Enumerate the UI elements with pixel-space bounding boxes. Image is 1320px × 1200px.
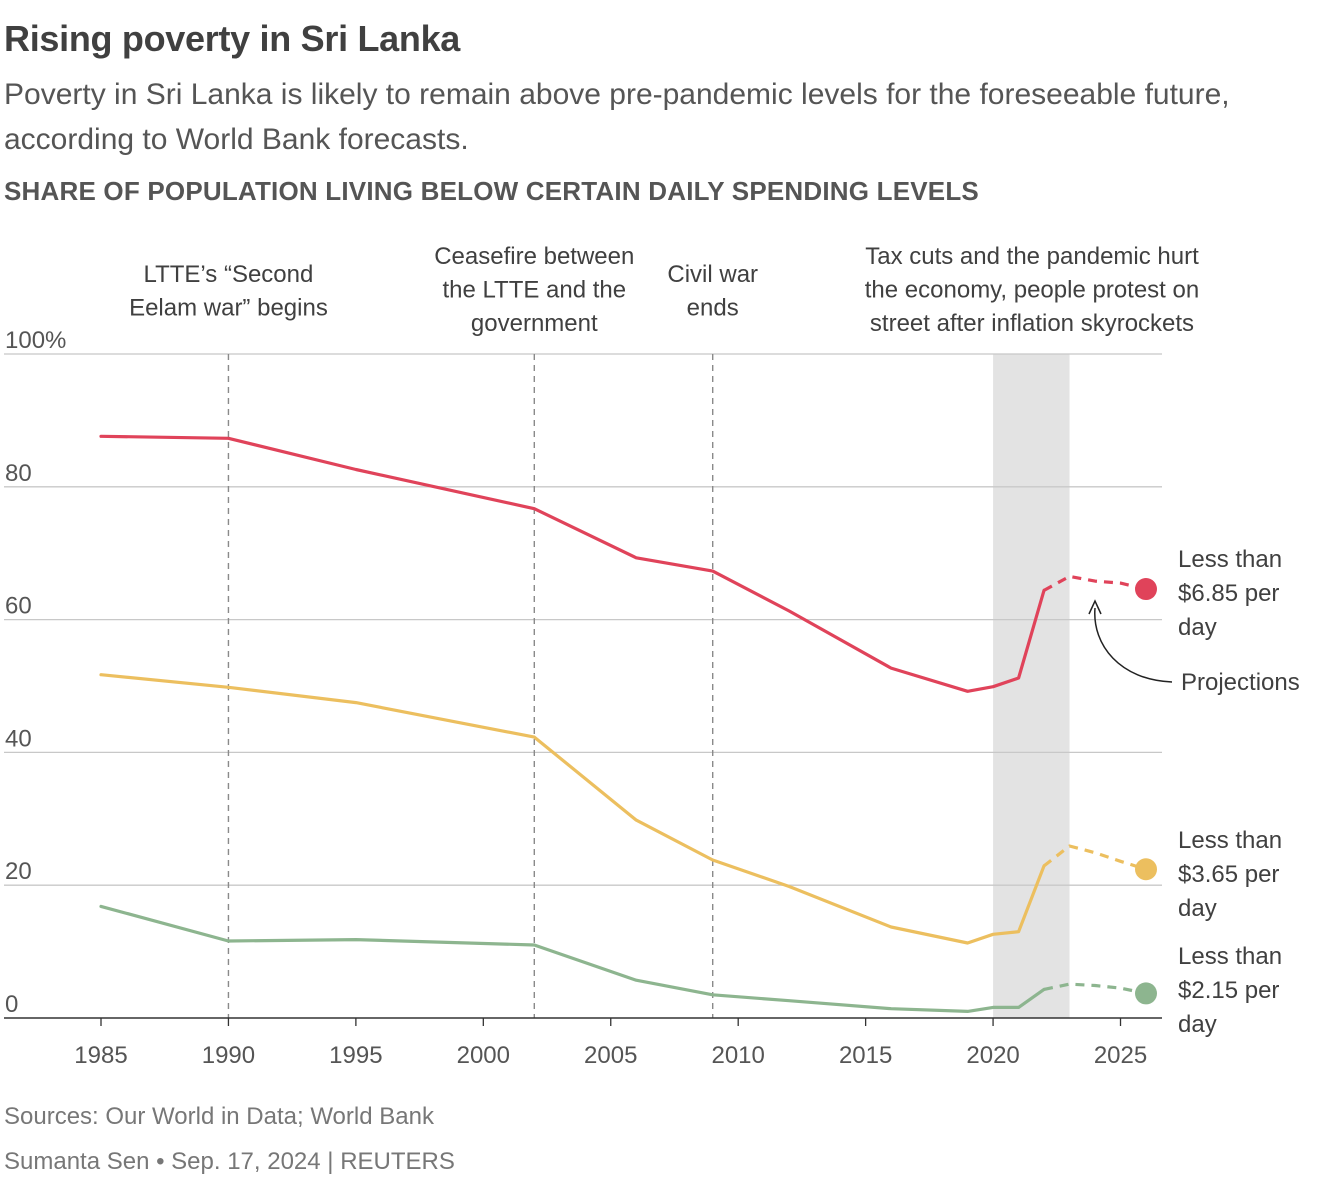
series-label: $6.85 per — [1178, 580, 1279, 607]
event-layer: LTTE’s “Second Eelam war” begins Ceasefire… — [129, 243, 1199, 1018]
series-projection-line — [1043, 844, 1147, 871]
series-line — [99, 434, 1046, 693]
y-tick-label: 20 — [5, 858, 32, 885]
y-tick-label: 0 — [5, 991, 18, 1018]
series-label-layer: Less than $6.85 per day Less than $3.65 per d… — [1178, 546, 1282, 1038]
event-label: government — [471, 310, 598, 337]
series-label: $3.65 per — [1178, 861, 1279, 888]
series-end-dot — [1135, 982, 1157, 1005]
chart-label: SHARE OF POPULATION LIVING BELOW CERTAIN… — [4, 176, 979, 206]
x-tick-label: 2025 — [1094, 1042, 1147, 1069]
series-label: Less than — [1178, 827, 1282, 854]
event-label: street after inflation skyrockets — [870, 310, 1194, 337]
x-tick-label: 2020 — [966, 1042, 1019, 1069]
series-label: day — [1178, 895, 1217, 922]
series-label: Less than — [1178, 546, 1282, 573]
series-end-dot — [1135, 578, 1157, 601]
series-end-dot — [1135, 858, 1157, 881]
credit-line: Sumanta Sen • Sep. 17, 2024 | REUTERS — [4, 1148, 455, 1175]
y-tick-label: 40 — [5, 725, 32, 752]
series-projection-line — [1043, 574, 1147, 592]
series-label: day — [1178, 614, 1217, 641]
sources-note: Sources: Our World in Data; World Bank — [4, 1103, 434, 1130]
projections-arrowhead — [1088, 599, 1102, 615]
event-label: Ceasefire between — [434, 243, 634, 270]
annotation-layer: Projections — [1088, 599, 1300, 696]
event-label: Tax cuts and the pandemic hurt — [865, 243, 1199, 270]
y-tick-label: 60 — [5, 593, 32, 620]
chart-subtitle: Poverty in Sri Lanka is likely to remain… — [4, 78, 1230, 156]
x-tick-label: 2005 — [584, 1042, 637, 1069]
grid-layer — [4, 353, 1162, 886]
event-label: the economy, people protest on — [865, 277, 1199, 304]
event-label: Eelam war” begins — [129, 295, 328, 322]
series-projection-line — [1043, 982, 1147, 995]
x-tick-label: 2015 — [839, 1042, 892, 1069]
x-tick-label: 1985 — [74, 1042, 127, 1069]
series-label: $2.15 per — [1178, 977, 1279, 1004]
axis-layer: 100% 80 60 40 20 0 1985 1990 1995 2000 2005 2010 201… — [4, 327, 1162, 1069]
event-label: the LTTE and the — [442, 277, 626, 304]
series-line — [99, 673, 1046, 945]
y-tick-label: 100% — [5, 327, 66, 354]
projections-arrow — [1094, 607, 1173, 683]
series-label: day — [1178, 1011, 1217, 1038]
series-layer — [99, 434, 1157, 1014]
event-label: LTTE’s “Second — [144, 261, 314, 288]
projections-label: Projections — [1181, 669, 1300, 696]
event-label: Civil war — [667, 261, 758, 288]
event-label: ends — [687, 295, 739, 322]
y-tick-label: 80 — [5, 460, 32, 487]
x-tick-label: 1995 — [329, 1042, 382, 1069]
x-tick-label: 1990 — [202, 1042, 255, 1069]
series-label: Less than — [1178, 943, 1282, 970]
chart-title: Rising poverty in Sri Lanka — [4, 18, 461, 59]
series-line — [99, 904, 1046, 1014]
x-tick-label: 2010 — [711, 1042, 764, 1069]
x-tick-label: 2000 — [457, 1042, 510, 1069]
shaded-period — [993, 354, 1070, 1018]
shaded-period-layer — [993, 354, 1070, 1018]
